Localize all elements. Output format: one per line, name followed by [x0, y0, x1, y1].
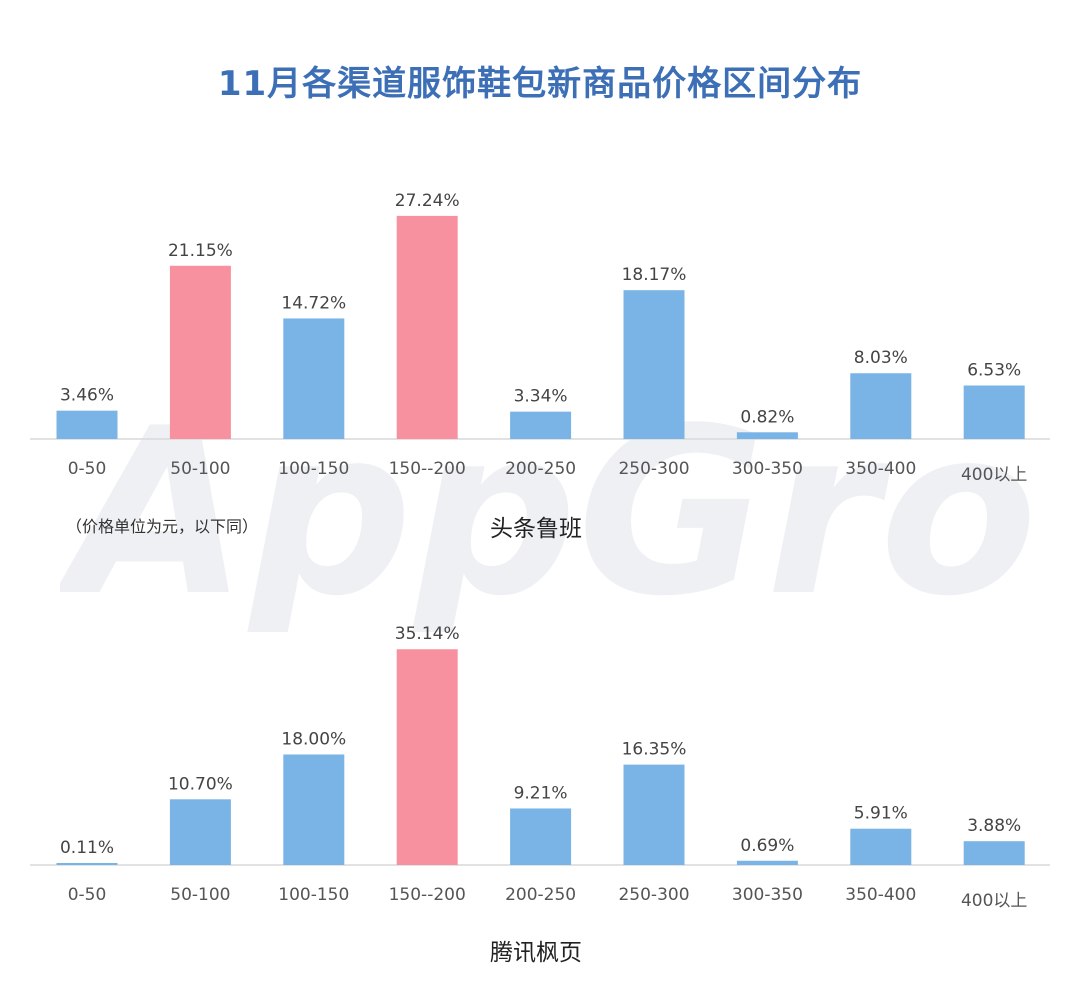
bar — [283, 318, 345, 439]
data-label: 6.53% — [967, 361, 1021, 381]
x-tick-label: 350-400 — [845, 459, 916, 479]
data-label: 0.82% — [740, 407, 794, 427]
x-tick-label: 150--200 — [389, 885, 466, 905]
bar — [623, 290, 685, 439]
data-label: 8.03% — [854, 348, 908, 368]
data-label: 27.24% — [395, 191, 460, 211]
x-tick-label: 400以上 — [961, 891, 1027, 911]
bar — [736, 432, 798, 439]
bar — [623, 764, 685, 865]
x-tick-label: 0-50 — [68, 885, 107, 905]
chart-toutiao-luban: 3.46% 0-50 21.15% 50-100 14.72% 100-150 27.24%… — [30, 191, 1050, 542]
bar — [169, 265, 231, 439]
x-tick-label: 250-300 — [618, 459, 689, 479]
x-tick-label: 50-100 — [170, 885, 230, 905]
data-label: 10.70% — [168, 774, 233, 794]
page-title: 11月各渠道服饰鞋包新商品价格区间分布 — [217, 64, 863, 104]
bar — [396, 649, 458, 865]
x-tick-label: 400以上 — [961, 465, 1027, 485]
bar — [169, 799, 231, 865]
x-tick-label: 100-150 — [278, 459, 349, 479]
bar — [963, 841, 1025, 865]
x-tick-label: 350-400 — [845, 885, 916, 905]
data-label: 18.00% — [281, 729, 346, 749]
data-label: 0.11% — [60, 838, 114, 858]
data-label: 9.21% — [514, 783, 568, 803]
data-label: 14.72% — [281, 293, 346, 313]
bar — [736, 860, 798, 865]
chart-title: 头条鲁班 — [490, 516, 582, 542]
data-label: 0.69% — [740, 836, 794, 856]
bar — [510, 808, 572, 865]
bar — [56, 863, 118, 865]
bar — [850, 373, 912, 439]
data-label: 3.46% — [60, 386, 114, 406]
x-tick-label: 200-250 — [505, 459, 576, 479]
data-label: 16.35% — [622, 740, 687, 760]
x-tick-label: 200-250 — [505, 885, 576, 905]
bar — [283, 754, 345, 865]
data-label: 35.14% — [395, 624, 460, 644]
data-label: 21.15% — [168, 241, 233, 261]
data-label: 3.34% — [514, 387, 568, 407]
x-tick-label: 100-150 — [278, 885, 349, 905]
data-label: 18.17% — [622, 265, 687, 285]
x-tick-label: 150--200 — [389, 459, 466, 479]
data-label: 3.88% — [967, 816, 1021, 836]
bar — [510, 411, 572, 439]
chart-title: 腾讯枫页 — [490, 940, 582, 966]
chart-tencent-fengye: 0.11% 0-50 10.70% 50-100 18.00% 100-150 35.14%… — [30, 624, 1050, 966]
x-tick-label: 300-350 — [732, 459, 803, 479]
bar — [56, 410, 118, 439]
bar — [963, 385, 1025, 439]
bar — [850, 828, 912, 865]
x-tick-label: 300-350 — [732, 885, 803, 905]
x-tick-label: 250-300 — [618, 885, 689, 905]
bar — [396, 215, 458, 439]
data-label: 5.91% — [854, 804, 908, 824]
x-tick-label: 50-100 — [170, 459, 230, 479]
unit-note: （价格单位为元，以下同） — [66, 517, 258, 536]
x-tick-label: 0-50 — [68, 459, 107, 479]
